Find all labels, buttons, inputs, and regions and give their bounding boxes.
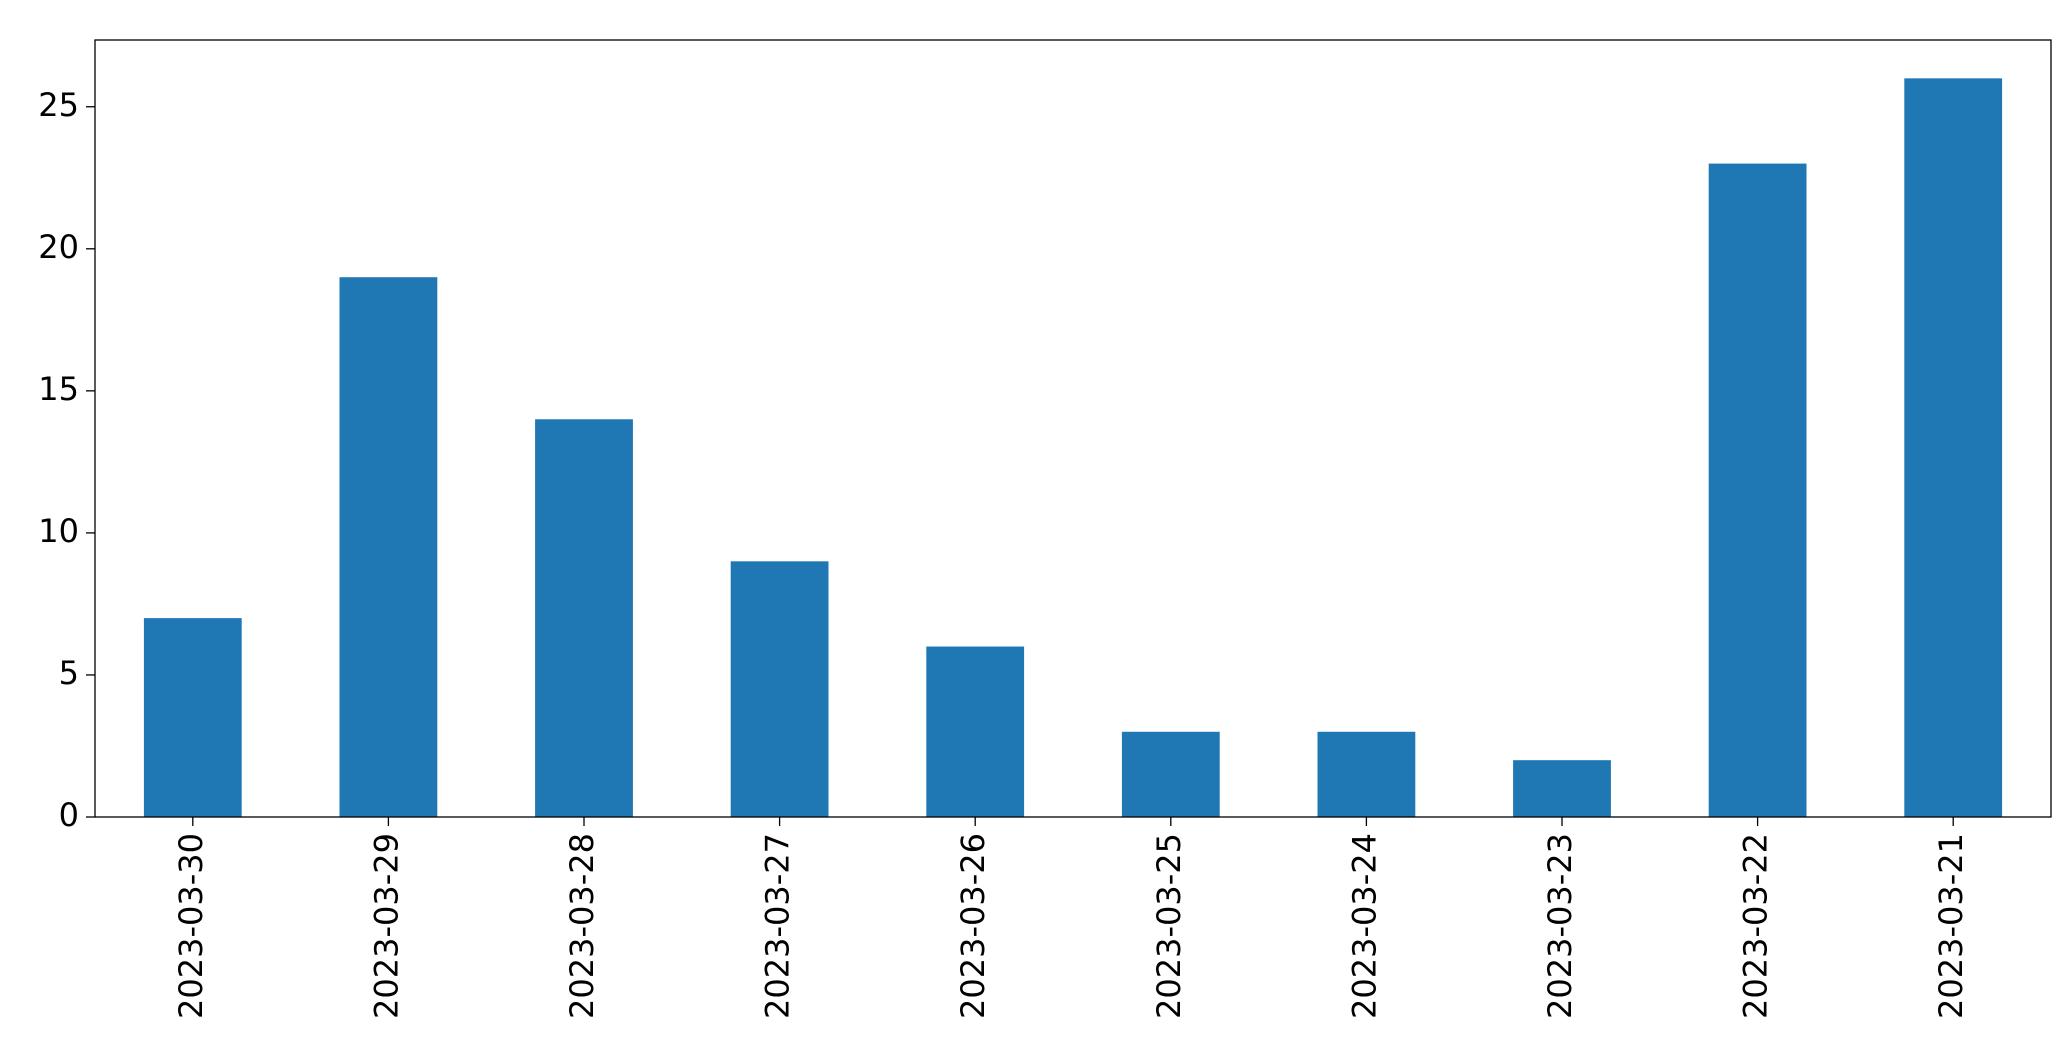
bar (143, 618, 242, 817)
x-tick-label: 2023-03-22 (1737, 833, 1775, 1019)
bar (1317, 731, 1416, 817)
bar (535, 419, 633, 817)
bar (339, 277, 438, 818)
x-tick-label: 2023-03-26 (954, 833, 992, 1019)
x-tick-label: 2023-03-29 (367, 833, 405, 1019)
y-tick-label: 10 (38, 512, 79, 550)
bar (1121, 731, 1220, 817)
x-tick-label: 2023-03-27 (759, 833, 797, 1019)
x-tick-label: 2023-03-24 (1345, 833, 1383, 1019)
y-tick-label: 15 (38, 370, 79, 408)
plot-frame (94, 39, 2052, 818)
x-tick-label: 2023-03-25 (1150, 833, 1188, 1019)
bar (926, 646, 1025, 817)
x-tick-label: 2023-03-21 (1932, 833, 1970, 1019)
bar (1513, 760, 1611, 817)
x-tick-label: 2023-03-30 (172, 833, 210, 1019)
bar (730, 561, 829, 817)
x-tick-label: 2023-03-23 (1541, 833, 1579, 1019)
bar (1708, 163, 1807, 817)
y-tick-label: 0 (59, 796, 79, 834)
x-tick-label: 2023-03-28 (563, 833, 601, 1019)
y-tick-label: 20 (38, 228, 79, 266)
bar (1904, 78, 2003, 817)
y-tick-label: 5 (59, 654, 79, 692)
y-tick-label: 25 (38, 86, 79, 124)
